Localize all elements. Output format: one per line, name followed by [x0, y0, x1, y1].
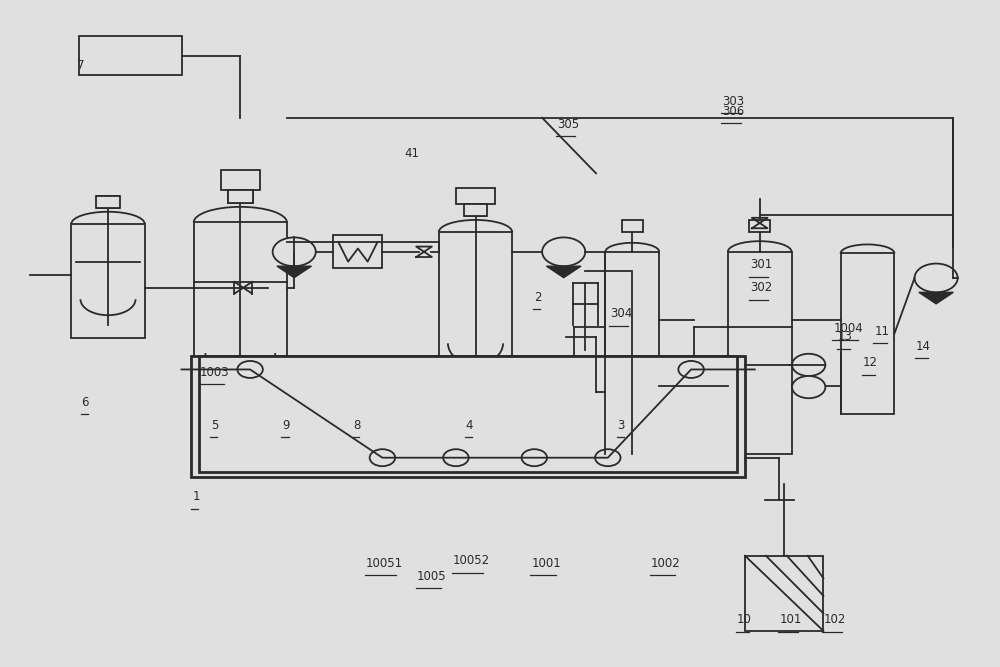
Bar [228, 189, 253, 203]
Bar [728, 251, 792, 454]
Polygon shape [546, 266, 581, 277]
Bar [605, 251, 659, 454]
Text: 10: 10 [737, 613, 752, 626]
Text: 14: 14 [916, 340, 931, 353]
Text: 304: 304 [610, 307, 632, 320]
Text: 3: 3 [618, 418, 625, 432]
Text: 1: 1 [192, 490, 200, 504]
Text: 1005: 1005 [417, 570, 446, 583]
Text: 6: 6 [82, 396, 89, 409]
Circle shape [915, 263, 958, 292]
Bar [464, 204, 487, 216]
Text: 303: 303 [722, 95, 745, 108]
Text: 301: 301 [750, 258, 772, 271]
Text: 12: 12 [863, 356, 878, 370]
Text: 13: 13 [838, 330, 853, 344]
Text: 305: 305 [557, 118, 579, 131]
Text: 9: 9 [282, 418, 290, 432]
Circle shape [678, 361, 704, 378]
Bar [622, 220, 643, 232]
Bar [749, 220, 770, 232]
Circle shape [237, 361, 263, 378]
Circle shape [542, 237, 585, 266]
Text: 1002: 1002 [651, 557, 681, 570]
Text: 2: 2 [534, 291, 542, 304]
Polygon shape [919, 292, 953, 304]
Bar [439, 232, 512, 382]
Bar [465, 204, 486, 216]
Circle shape [273, 237, 316, 266]
Text: 5: 5 [211, 418, 218, 432]
Text: 8: 8 [353, 418, 360, 432]
Circle shape [522, 449, 547, 466]
Bar [97, 196, 119, 207]
Text: 11: 11 [874, 325, 889, 338]
Circle shape [792, 354, 825, 376]
Circle shape [443, 449, 469, 466]
Bar [745, 556, 823, 631]
Text: 1004: 1004 [833, 321, 863, 335]
Text: 7: 7 [77, 59, 84, 72]
Bar [191, 356, 745, 478]
Text: 10051: 10051 [366, 557, 403, 570]
Text: 101: 101 [779, 613, 802, 626]
Text: 306: 306 [722, 105, 745, 118]
Bar [221, 170, 260, 189]
Text: 102: 102 [823, 613, 846, 626]
Bar [333, 235, 382, 268]
Circle shape [792, 376, 825, 398]
Text: 1001: 1001 [531, 557, 561, 570]
Text: 302: 302 [750, 281, 772, 294]
Bar [456, 187, 495, 204]
Bar [71, 224, 145, 338]
Bar [841, 253, 894, 414]
Bar [194, 222, 287, 392]
Text: 1003: 1003 [200, 366, 230, 380]
Bar [199, 356, 737, 472]
Circle shape [595, 449, 621, 466]
Bar [228, 189, 253, 203]
Text: 41: 41 [404, 147, 419, 160]
Text: 4: 4 [466, 418, 473, 432]
Bar [96, 196, 120, 207]
Circle shape [370, 449, 395, 466]
Text: 10052: 10052 [453, 554, 490, 568]
Polygon shape [277, 266, 311, 277]
Bar [79, 36, 182, 75]
